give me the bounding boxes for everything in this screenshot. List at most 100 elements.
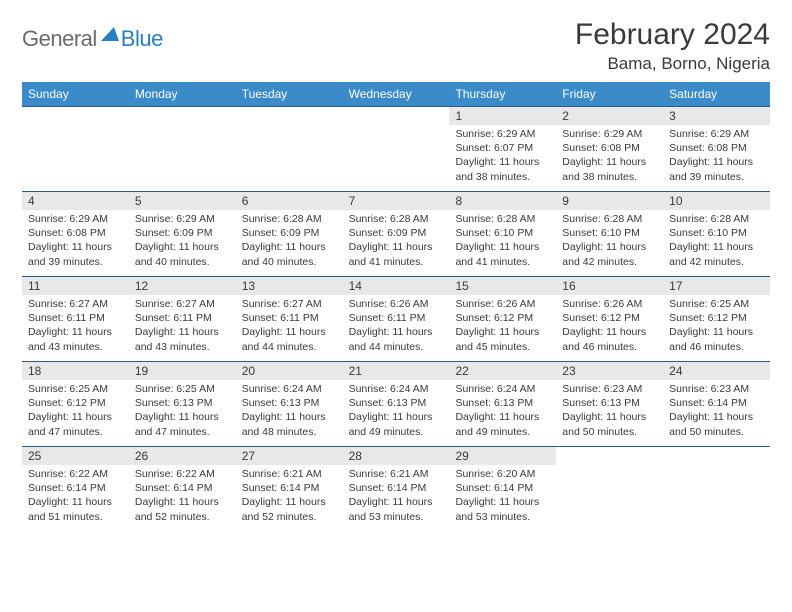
location: Bama, Borno, Nigeria	[575, 54, 770, 74]
sunrise-text: Sunrise: 6:28 AM	[242, 212, 337, 226]
sunset-text: Sunset: 6:13 PM	[242, 396, 337, 410]
daylight-text: Daylight: 11 hours and 46 minutes.	[669, 325, 764, 353]
day-cell: 11Sunrise: 6:27 AMSunset: 6:11 PMDayligh…	[22, 277, 129, 361]
daylight-text: Daylight: 11 hours and 43 minutes.	[28, 325, 123, 353]
sunset-text: Sunset: 6:12 PM	[669, 311, 764, 325]
daylight-text: Daylight: 11 hours and 47 minutes.	[28, 410, 123, 438]
day-number: 27	[236, 447, 343, 465]
day-cell: 7Sunrise: 6:28 AMSunset: 6:09 PMDaylight…	[343, 192, 450, 276]
day-number: 19	[129, 362, 236, 380]
sunset-text: Sunset: 6:11 PM	[242, 311, 337, 325]
day-content: Sunrise: 6:22 AMSunset: 6:14 PMDaylight:…	[129, 465, 236, 528]
week-row: 11Sunrise: 6:27 AMSunset: 6:11 PMDayligh…	[22, 276, 770, 361]
day-content: Sunrise: 6:20 AMSunset: 6:14 PMDaylight:…	[449, 465, 556, 528]
day-header-wed: Wednesday	[343, 82, 450, 106]
day-number: 10	[663, 192, 770, 210]
sunrise-text: Sunrise: 6:27 AM	[242, 297, 337, 311]
day-number: 5	[129, 192, 236, 210]
sunrise-text: Sunrise: 6:24 AM	[349, 382, 444, 396]
daylight-text: Daylight: 11 hours and 40 minutes.	[135, 240, 230, 268]
daylight-text: Daylight: 11 hours and 47 minutes.	[135, 410, 230, 438]
day-cell: 5Sunrise: 6:29 AMSunset: 6:09 PMDaylight…	[129, 192, 236, 276]
logo: General Blue	[22, 18, 163, 52]
day-number: 8	[449, 192, 556, 210]
day-content: Sunrise: 6:29 AMSunset: 6:08 PMDaylight:…	[663, 125, 770, 188]
day-cell: 18Sunrise: 6:25 AMSunset: 6:12 PMDayligh…	[22, 362, 129, 446]
sunrise-text: Sunrise: 6:28 AM	[349, 212, 444, 226]
day-content: Sunrise: 6:24 AMSunset: 6:13 PMDaylight:…	[449, 380, 556, 443]
daylight-text: Daylight: 11 hours and 53 minutes.	[455, 495, 550, 523]
day-content: Sunrise: 6:27 AMSunset: 6:11 PMDaylight:…	[129, 295, 236, 358]
day-content: Sunrise: 6:29 AMSunset: 6:08 PMDaylight:…	[556, 125, 663, 188]
day-cell: 3Sunrise: 6:29 AMSunset: 6:08 PMDaylight…	[663, 107, 770, 191]
day-cell: 16Sunrise: 6:26 AMSunset: 6:12 PMDayligh…	[556, 277, 663, 361]
day-number	[129, 107, 236, 125]
week-row: 1Sunrise: 6:29 AMSunset: 6:07 PMDaylight…	[22, 106, 770, 191]
daylight-text: Daylight: 11 hours and 42 minutes.	[669, 240, 764, 268]
title-block: February 2024 Bama, Borno, Nigeria	[575, 18, 770, 74]
daylight-text: Daylight: 11 hours and 39 minutes.	[28, 240, 123, 268]
day-content: Sunrise: 6:29 AMSunset: 6:08 PMDaylight:…	[22, 210, 129, 273]
day-content: Sunrise: 6:27 AMSunset: 6:11 PMDaylight:…	[22, 295, 129, 358]
header: General Blue February 2024 Bama, Borno, …	[22, 18, 770, 74]
daylight-text: Daylight: 11 hours and 49 minutes.	[455, 410, 550, 438]
day-cell: 12Sunrise: 6:27 AMSunset: 6:11 PMDayligh…	[129, 277, 236, 361]
sunrise-text: Sunrise: 6:26 AM	[455, 297, 550, 311]
sunrise-text: Sunrise: 6:28 AM	[669, 212, 764, 226]
daylight-text: Daylight: 11 hours and 41 minutes.	[455, 240, 550, 268]
day-number: 9	[556, 192, 663, 210]
sunset-text: Sunset: 6:09 PM	[135, 226, 230, 240]
sunset-text: Sunset: 6:10 PM	[669, 226, 764, 240]
day-number: 17	[663, 277, 770, 295]
day-cell: 19Sunrise: 6:25 AMSunset: 6:13 PMDayligh…	[129, 362, 236, 446]
day-cell: 22Sunrise: 6:24 AMSunset: 6:13 PMDayligh…	[449, 362, 556, 446]
day-number: 18	[22, 362, 129, 380]
day-content: Sunrise: 6:24 AMSunset: 6:13 PMDaylight:…	[236, 380, 343, 443]
day-cell: 20Sunrise: 6:24 AMSunset: 6:13 PMDayligh…	[236, 362, 343, 446]
day-cell: 8Sunrise: 6:28 AMSunset: 6:10 PMDaylight…	[449, 192, 556, 276]
daylight-text: Daylight: 11 hours and 51 minutes.	[28, 495, 123, 523]
day-content: Sunrise: 6:25 AMSunset: 6:12 PMDaylight:…	[22, 380, 129, 443]
day-content: Sunrise: 6:25 AMSunset: 6:12 PMDaylight:…	[663, 295, 770, 358]
day-number: 20	[236, 362, 343, 380]
day-header-mon: Monday	[129, 82, 236, 106]
day-header-sat: Saturday	[663, 82, 770, 106]
day-cell	[129, 107, 236, 191]
day-content: Sunrise: 6:28 AMSunset: 6:09 PMDaylight:…	[343, 210, 450, 273]
sunset-text: Sunset: 6:14 PM	[28, 481, 123, 495]
sunrise-text: Sunrise: 6:21 AM	[242, 467, 337, 481]
day-cell: 21Sunrise: 6:24 AMSunset: 6:13 PMDayligh…	[343, 362, 450, 446]
sunrise-text: Sunrise: 6:29 AM	[28, 212, 123, 226]
day-content: Sunrise: 6:26 AMSunset: 6:12 PMDaylight:…	[556, 295, 663, 358]
sunset-text: Sunset: 6:14 PM	[455, 481, 550, 495]
daylight-text: Daylight: 11 hours and 50 minutes.	[669, 410, 764, 438]
day-number: 11	[22, 277, 129, 295]
day-content: Sunrise: 6:29 AMSunset: 6:09 PMDaylight:…	[129, 210, 236, 273]
sunrise-text: Sunrise: 6:23 AM	[562, 382, 657, 396]
sunrise-text: Sunrise: 6:23 AM	[669, 382, 764, 396]
day-content: Sunrise: 6:24 AMSunset: 6:13 PMDaylight:…	[343, 380, 450, 443]
day-content: Sunrise: 6:21 AMSunset: 6:14 PMDaylight:…	[343, 465, 450, 528]
day-cell	[22, 107, 129, 191]
daylight-text: Daylight: 11 hours and 52 minutes.	[135, 495, 230, 523]
day-cell: 4Sunrise: 6:29 AMSunset: 6:08 PMDaylight…	[22, 192, 129, 276]
sunrise-text: Sunrise: 6:26 AM	[562, 297, 657, 311]
daylight-text: Daylight: 11 hours and 43 minutes.	[135, 325, 230, 353]
sunset-text: Sunset: 6:13 PM	[562, 396, 657, 410]
week-row: 18Sunrise: 6:25 AMSunset: 6:12 PMDayligh…	[22, 361, 770, 446]
day-number	[663, 447, 770, 465]
daylight-text: Daylight: 11 hours and 40 minutes.	[242, 240, 337, 268]
day-cell: 24Sunrise: 6:23 AMSunset: 6:14 PMDayligh…	[663, 362, 770, 446]
day-cell: 6Sunrise: 6:28 AMSunset: 6:09 PMDaylight…	[236, 192, 343, 276]
sunrise-text: Sunrise: 6:21 AM	[349, 467, 444, 481]
day-number: 22	[449, 362, 556, 380]
day-cell: 26Sunrise: 6:22 AMSunset: 6:14 PMDayligh…	[129, 447, 236, 531]
day-number	[343, 107, 450, 125]
daylight-text: Daylight: 11 hours and 53 minutes.	[349, 495, 444, 523]
day-number: 28	[343, 447, 450, 465]
day-content: Sunrise: 6:29 AMSunset: 6:07 PMDaylight:…	[449, 125, 556, 188]
daylight-text: Daylight: 11 hours and 44 minutes.	[349, 325, 444, 353]
day-number: 26	[129, 447, 236, 465]
daylight-text: Daylight: 11 hours and 41 minutes.	[349, 240, 444, 268]
day-number: 29	[449, 447, 556, 465]
